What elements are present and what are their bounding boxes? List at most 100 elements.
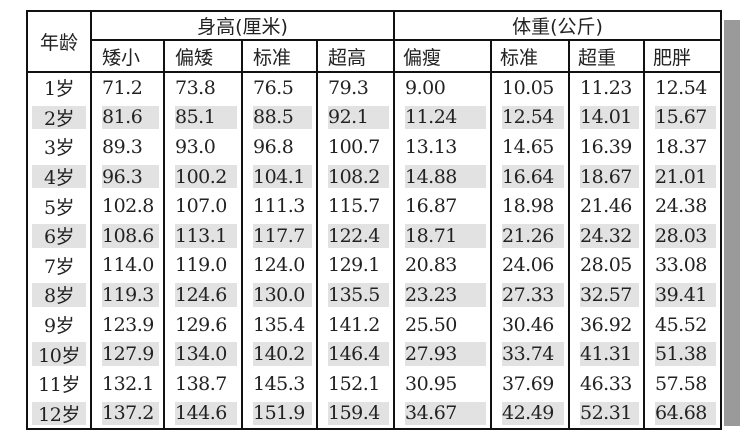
value-cell: 93.0 xyxy=(163,132,242,162)
value-cell: 16.64 xyxy=(490,161,569,192)
value-cell: 124.0 xyxy=(241,250,317,281)
weight-group-header: 体重(公斤) xyxy=(393,11,721,41)
value-cell: 71.2 xyxy=(90,72,164,103)
value-cell: 130.0 xyxy=(241,280,317,310)
value-cell: 108.6 xyxy=(90,220,164,251)
value-cell: 18.67 xyxy=(568,161,644,192)
value-cell: 107.0 xyxy=(163,191,242,221)
col-header: 肥胖 xyxy=(643,40,721,73)
table-row: 3岁 89.3 93.0 96.8 100.7 13.13 14.65 16.39 18.37 xyxy=(26,132,721,162)
age-cell: 10岁 xyxy=(26,339,91,369)
value-cell: 132.1 xyxy=(90,368,164,399)
value-cell: 30.46 xyxy=(490,309,569,340)
value-cell: 64.68 xyxy=(643,398,721,430)
value-cell: 96.3 xyxy=(90,161,164,192)
value-cell: 135.4 xyxy=(241,309,317,340)
col-header: 偏瘦 xyxy=(393,40,491,73)
value-cell: 134.0 xyxy=(163,339,242,369)
value-cell: 96.8 xyxy=(241,132,317,162)
value-cell: 73.8 xyxy=(163,72,242,103)
value-cell: 138.7 xyxy=(163,368,242,399)
value-cell: 111.3 xyxy=(241,191,317,221)
value-cell: 32.57 xyxy=(568,280,644,310)
age-cell: 7岁 xyxy=(26,250,91,281)
col-header: 偏矮 xyxy=(163,40,242,73)
value-cell: 129.6 xyxy=(163,309,242,340)
col-header: 矮小 xyxy=(90,40,164,73)
age-header: 年龄 xyxy=(26,11,91,73)
value-cell: 21.26 xyxy=(490,220,569,251)
value-cell: 144.6 xyxy=(163,398,242,430)
table-row: 9岁 123.9 129.6 135.4 141.2 25.50 30.46 36.92 45.… xyxy=(26,309,721,340)
value-cell: 28.03 xyxy=(643,220,721,251)
table-row: 10岁 127.9 134.0 140.2 146.4 27.93 33.74 41.31 51… xyxy=(26,339,721,369)
value-cell: 24.06 xyxy=(490,250,569,281)
value-cell: 28.05 xyxy=(568,250,644,281)
table-row: 8岁 119.3 124.6 130.0 135.5 23.23 27.33 32.57 39.… xyxy=(26,280,721,310)
value-cell: 34.67 xyxy=(393,398,491,430)
value-cell: 18.71 xyxy=(393,220,491,251)
value-cell: 79.3 xyxy=(316,72,394,103)
value-cell: 21.46 xyxy=(568,191,644,221)
value-cell: 46.33 xyxy=(568,368,644,399)
value-cell: 12.54 xyxy=(643,72,721,103)
value-cell: 18.98 xyxy=(490,191,569,221)
age-cell: 1岁 xyxy=(26,72,91,103)
table-row: 6岁 108.6 113.1 117.7 122.4 18.71 21.26 24.32 28.… xyxy=(26,220,721,251)
value-cell: 13.13 xyxy=(393,132,491,162)
value-cell: 119.3 xyxy=(90,280,164,310)
scrollbar-edge xyxy=(724,20,740,426)
age-cell: 4岁 xyxy=(26,161,91,192)
value-cell: 20.83 xyxy=(393,250,491,281)
table-row: 7岁 114.0 119.0 124.0 129.1 20.83 24.06 28.05 33.… xyxy=(26,250,721,281)
value-cell: 30.95 xyxy=(393,368,491,399)
growth-standard-table: 年龄 身高(厘米) 体重(公斤) 矮小 偏矮 标准 超高 偏瘦 标准 超重 肥胖… xyxy=(26,10,722,430)
value-cell: 33.74 xyxy=(490,339,569,369)
value-cell: 124.6 xyxy=(163,280,242,310)
value-cell: 24.38 xyxy=(643,191,721,221)
value-cell: 9.00 xyxy=(393,72,491,103)
age-cell: 11岁 xyxy=(26,368,91,399)
value-cell: 21.01 xyxy=(643,161,721,192)
value-cell: 18.37 xyxy=(643,132,721,162)
value-cell: 108.2 xyxy=(316,161,394,192)
value-cell: 51.38 xyxy=(643,339,721,369)
value-cell: 16.87 xyxy=(393,191,491,221)
value-cell: 113.1 xyxy=(163,220,242,251)
value-cell: 115.7 xyxy=(316,191,394,221)
value-cell: 100.7 xyxy=(316,132,394,162)
col-header: 标准 xyxy=(241,40,317,73)
value-cell: 76.5 xyxy=(241,72,317,103)
value-cell: 81.6 xyxy=(90,102,164,133)
value-cell: 10.05 xyxy=(490,72,569,103)
col-header: 标准 xyxy=(490,40,569,73)
value-cell: 14.65 xyxy=(490,132,569,162)
value-cell: 102.8 xyxy=(90,191,164,221)
value-cell: 57.58 xyxy=(643,368,721,399)
value-cell: 14.01 xyxy=(568,102,644,133)
table-row: 5岁 102.8 107.0 111.3 115.7 16.87 18.98 21.46 24.… xyxy=(26,191,721,221)
value-cell: 23.23 xyxy=(393,280,491,310)
value-cell: 152.1 xyxy=(316,368,394,399)
value-cell: 15.67 xyxy=(643,102,721,133)
value-cell: 114.0 xyxy=(90,250,164,281)
value-cell: 129.1 xyxy=(316,250,394,281)
age-cell: 3岁 xyxy=(26,132,91,162)
value-cell: 145.3 xyxy=(241,368,317,399)
value-cell: 137.2 xyxy=(90,398,164,430)
value-cell: 122.4 xyxy=(316,220,394,251)
table-row: 2岁 81.6 85.1 88.5 92.1 11.24 12.54 14.01 15.67 xyxy=(26,102,721,133)
value-cell: 25.50 xyxy=(393,309,491,340)
value-cell: 100.2 xyxy=(163,161,242,192)
age-cell: 6岁 xyxy=(26,220,91,251)
value-cell: 52.31 xyxy=(568,398,644,430)
value-cell: 16.39 xyxy=(568,132,644,162)
age-cell: 8岁 xyxy=(26,280,91,310)
value-cell: 146.4 xyxy=(316,339,394,369)
value-cell: 123.9 xyxy=(90,309,164,340)
table-row: 1岁 71.2 73.8 76.5 79.3 9.00 10.05 11.23 12.54 xyxy=(26,72,721,103)
age-cell: 2岁 xyxy=(26,102,91,133)
value-cell: 39.41 xyxy=(643,280,721,310)
age-cell: 5岁 xyxy=(26,191,91,221)
value-cell: 127.9 xyxy=(90,339,164,369)
